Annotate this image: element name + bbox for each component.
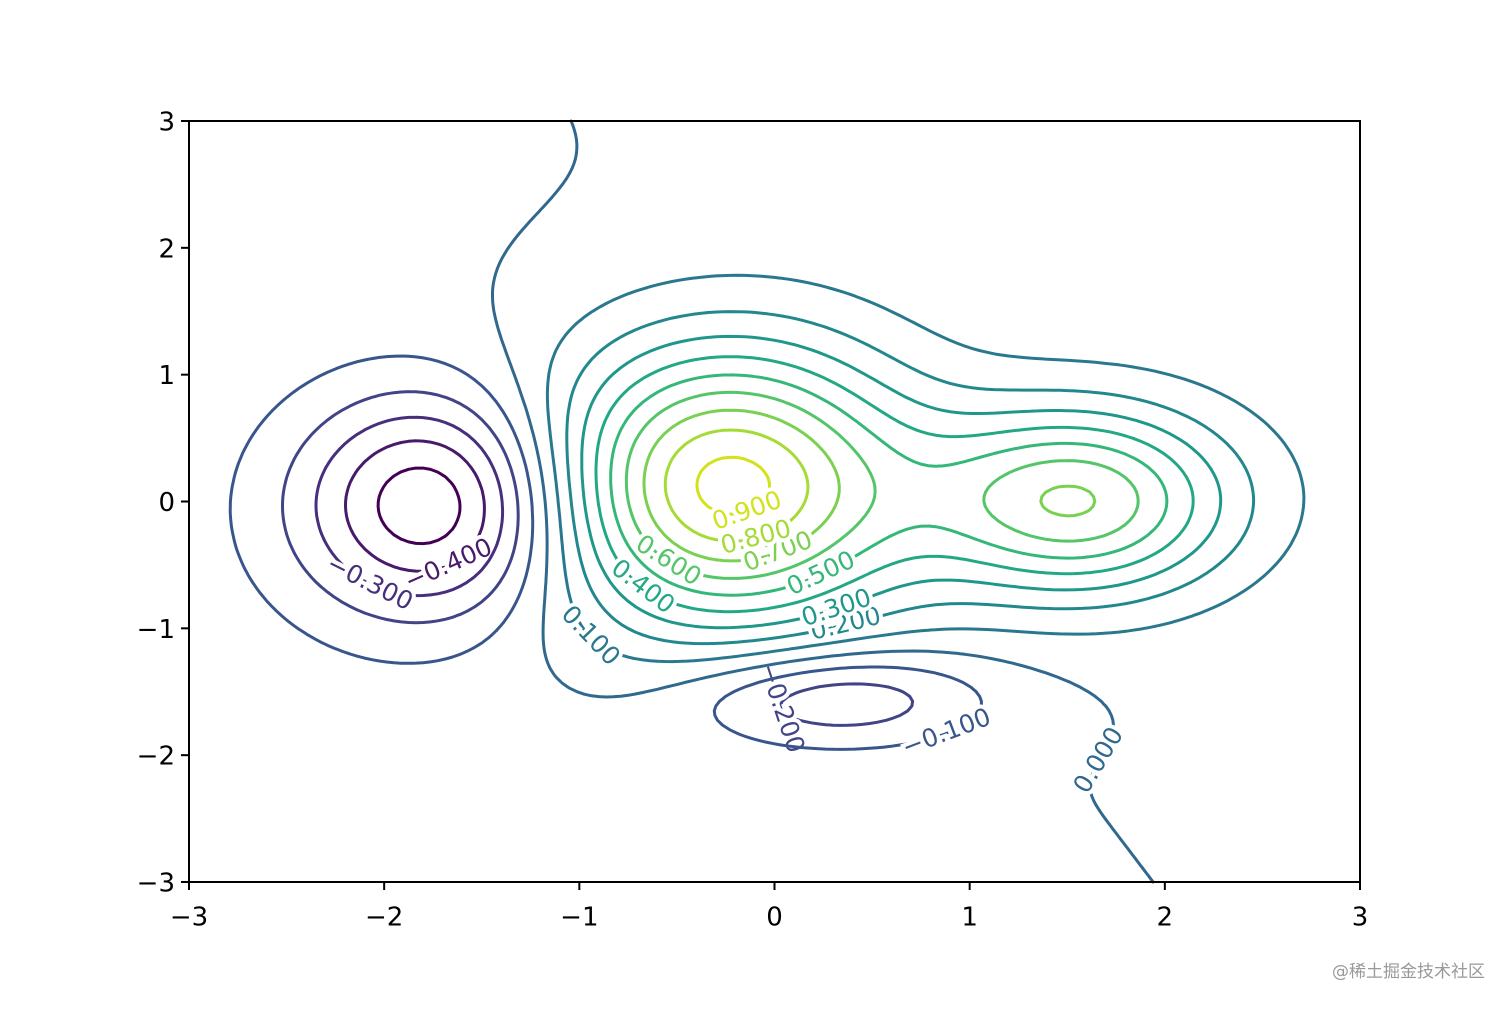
x-tick-label: 2 <box>1157 903 1174 933</box>
y-tick-label: 3 <box>158 108 175 138</box>
x-tick-label: 1 <box>961 903 978 933</box>
y-tick-label: −1 <box>137 615 175 645</box>
x-tick-label: −2 <box>365 903 403 933</box>
watermark: @稀土掘金技术社区 <box>1332 962 1485 982</box>
contour-line <box>695 455 772 516</box>
x-tick-label: 0 <box>766 903 783 933</box>
contour-line <box>228 354 983 751</box>
contour-line <box>545 273 1306 664</box>
contour-line <box>642 408 1097 563</box>
contour-line <box>376 466 462 546</box>
axes: −3 −2 −1 0 1 2 3 −3 −2 −1 0 1 2 3 <box>137 108 1369 933</box>
y-tick-label: 0 <box>158 488 175 518</box>
y-tick-label: 2 <box>158 234 175 264</box>
x-tick-label: −3 <box>170 903 208 933</box>
contour-line <box>624 390 1140 580</box>
y-tick-label: 1 <box>158 361 175 391</box>
contour-line <box>491 119 1155 884</box>
contour-line <box>594 355 1195 614</box>
contour-line <box>314 415 505 598</box>
contour-line <box>281 390 915 727</box>
contour-line <box>663 428 810 543</box>
x-tick-label: −1 <box>560 903 598 933</box>
contour-line <box>580 334 1223 630</box>
contour-line <box>565 310 1256 646</box>
contour-line <box>609 373 1169 597</box>
x-tick-label: 3 <box>1352 903 1369 933</box>
y-tick-label: −2 <box>137 742 175 772</box>
y-tick-label: −3 <box>137 869 175 899</box>
contour-line <box>344 439 486 573</box>
